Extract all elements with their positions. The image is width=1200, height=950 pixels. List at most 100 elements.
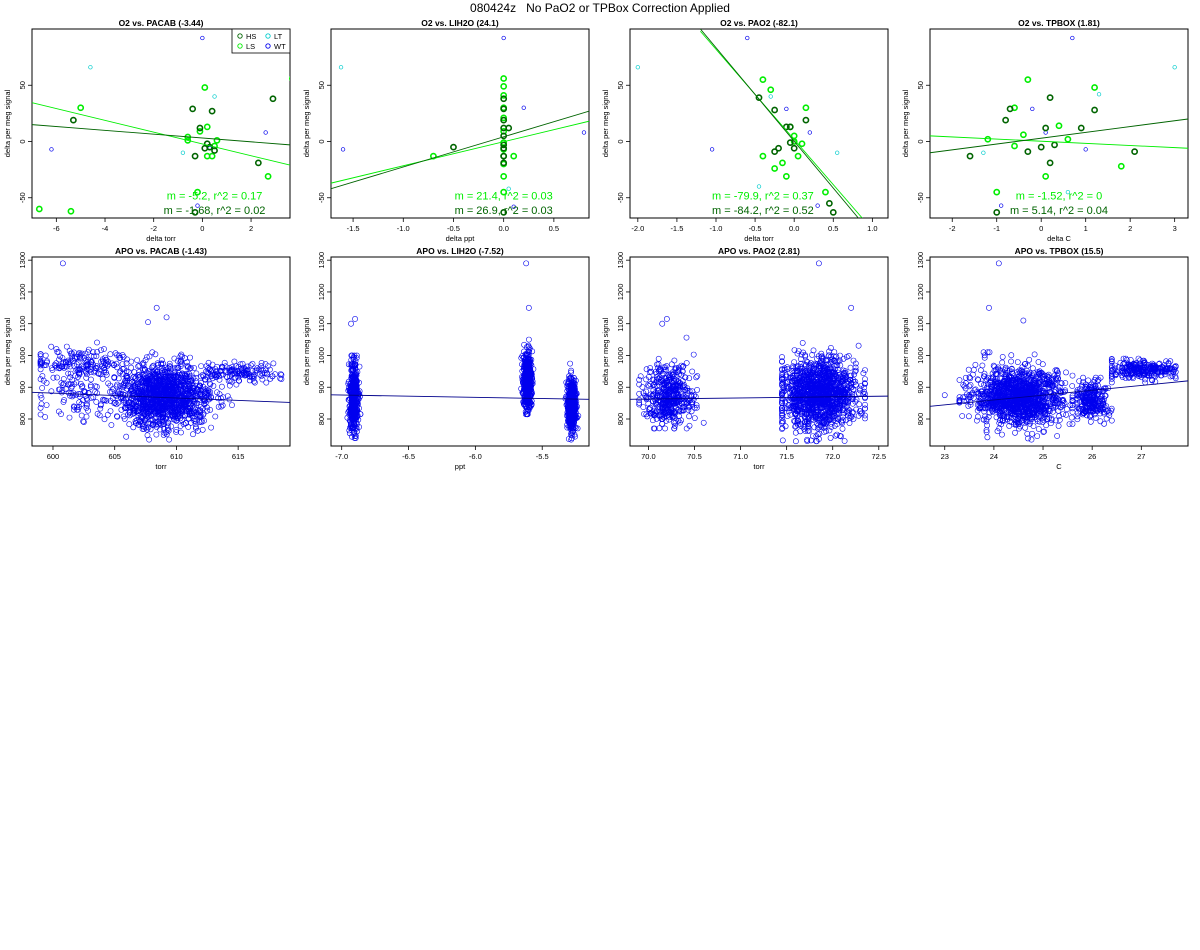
data-point-wt	[815, 203, 820, 208]
data-point	[681, 381, 687, 388]
data-point	[66, 414, 73, 421]
data-point	[521, 354, 528, 361]
data-point	[135, 380, 142, 387]
data-point	[157, 426, 164, 433]
data-point	[640, 404, 647, 410]
data-point	[563, 379, 570, 386]
data-point	[208, 424, 214, 431]
data-point	[148, 377, 155, 383]
data-point	[235, 368, 242, 374]
data-point	[686, 413, 692, 420]
data-point	[678, 372, 685, 378]
x-tick-label: 70.0	[641, 452, 656, 461]
data-point	[93, 399, 100, 405]
plot-area	[32, 35, 290, 216]
data-point	[149, 363, 156, 370]
x-axis-label: delta ppt	[446, 234, 476, 243]
data-point	[37, 359, 44, 365]
y-tick-label: 1100	[616, 316, 625, 332]
x-tick-label: -2	[150, 224, 157, 233]
data-point	[352, 316, 358, 322]
data-point	[527, 404, 533, 411]
data-point	[780, 418, 786, 425]
data-point	[237, 361, 244, 368]
fit-annotation: m = -1.52, r^2 = 0	[1016, 191, 1102, 203]
data-point	[689, 388, 696, 395]
chart-panel-apo-pacab: APO vs. PACAB (-1.43)600 605 610 6158009001…	[3, 246, 291, 471]
fit-line-ls	[700, 30, 863, 218]
data-point	[140, 391, 147, 398]
data-point	[524, 386, 531, 393]
data-point	[80, 397, 86, 404]
data-point	[233, 381, 240, 388]
data-point	[125, 411, 131, 418]
chart-panel-apo-pao2: APO vs. PAO2 (2.81)70.0 70.5 71.0 71.5 72.0 7…	[601, 246, 889, 471]
data-point-ls	[1042, 172, 1050, 180]
data-point	[144, 411, 151, 418]
data-point	[659, 420, 666, 427]
data-point	[267, 375, 274, 382]
data-point	[160, 415, 166, 421]
data-point	[182, 396, 189, 403]
data-point	[668, 361, 675, 368]
data-point	[526, 393, 533, 400]
data-point	[350, 402, 357, 408]
data-point	[48, 388, 55, 395]
fit-annotation: m = -5.2, r^2 = 0.17	[167, 191, 263, 203]
fit-line-ls	[331, 120, 589, 184]
data-point-lt	[768, 94, 773, 99]
data-point	[650, 391, 657, 398]
data-point	[523, 379, 529, 386]
data-point	[218, 398, 225, 405]
data-point	[524, 383, 531, 390]
data-point	[349, 391, 355, 398]
data-point	[680, 407, 687, 413]
data-point-ls	[35, 205, 43, 213]
data-point	[197, 409, 204, 416]
data-point	[150, 403, 157, 410]
data-point-hs	[500, 116, 508, 124]
data-point-ls	[1117, 162, 1125, 170]
data-point	[168, 403, 175, 410]
data-point	[525, 407, 532, 414]
data-point	[94, 339, 100, 346]
data-point	[693, 374, 700, 381]
data-point-hs	[500, 141, 508, 149]
data-point	[191, 365, 197, 371]
data-point	[169, 404, 176, 411]
data-point	[648, 368, 654, 375]
data-point	[525, 352, 532, 358]
x-tick-label: 1.0	[867, 224, 877, 233]
data-point	[59, 387, 66, 394]
x-axis-label: ppt	[455, 462, 466, 471]
data-point	[133, 403, 140, 410]
data-point	[175, 374, 182, 381]
y-tick-label: 50	[18, 81, 27, 89]
data-point	[639, 384, 646, 390]
data-point	[70, 392, 77, 399]
data-point	[200, 373, 207, 380]
data-point	[43, 362, 49, 368]
data-point	[147, 368, 154, 375]
data-point	[166, 436, 172, 443]
data-point	[640, 390, 647, 396]
chart-panel-o2-lih2o: O2 vs. LIH2O (24.1)-1.5 -1.0 -0.5 0.0 0.5-50…	[302, 18, 590, 243]
data-point	[188, 389, 194, 396]
data-point-hs	[1046, 94, 1054, 102]
data-point	[641, 411, 647, 417]
data-point-hs	[775, 144, 782, 152]
data-point	[152, 351, 159, 358]
data-point	[569, 389, 575, 396]
data-point	[258, 360, 265, 366]
data-point	[145, 411, 151, 418]
data-point	[78, 350, 85, 357]
x-tick-label: 0.5	[828, 224, 838, 233]
data-point-hs	[1024, 148, 1032, 156]
data-point	[174, 411, 181, 417]
data-point	[71, 406, 77, 413]
fit-annotation: m = 5.14, r^2 = 0.04	[1010, 205, 1108, 217]
data-point	[356, 363, 363, 370]
data-point	[145, 398, 151, 405]
data-point	[124, 402, 131, 409]
data-point	[826, 348, 832, 355]
